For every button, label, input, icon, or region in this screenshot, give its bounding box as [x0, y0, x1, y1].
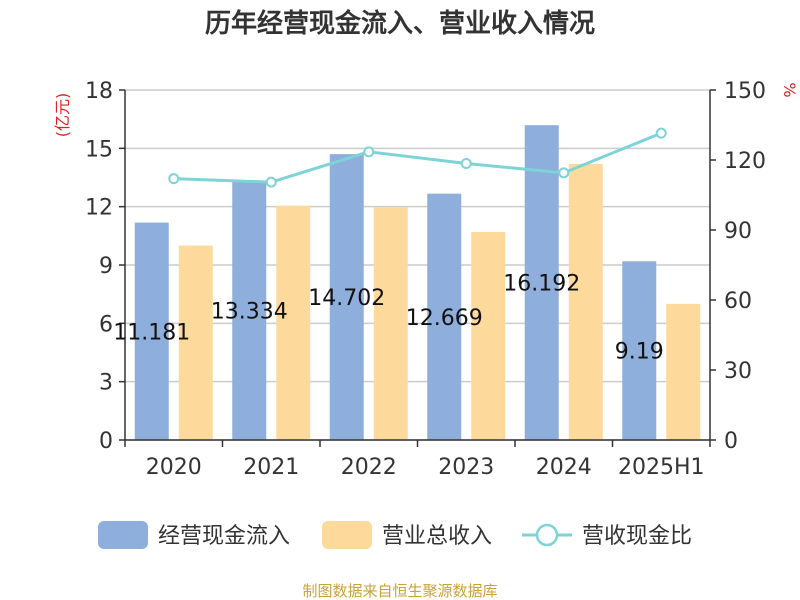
legend-swatch: [322, 521, 372, 549]
y-right-tick-label: 30: [724, 359, 752, 384]
ratio-point: [460, 158, 472, 169]
y-left-tick-label: 6: [99, 312, 113, 337]
y-right-tick-label: 60: [724, 289, 752, 314]
axes: 0 3 6 9 12 15 18 0 30 60 90 120 150 (亿元)% 2020 2021 2022…: [53, 79, 799, 480]
bar-revenue: [178, 245, 213, 440]
bar-revenue: [568, 163, 603, 440]
source-note: 制图数据来自恒生聚源数据库: [302, 582, 497, 600]
y-left-tick-label: 15: [85, 137, 113, 162]
x-tick-label: 2022: [341, 455, 397, 480]
grid: [125, 89, 710, 441]
legend: 经营现金流入 营业总收入 营收现金比: [98, 521, 692, 549]
y-right-tick-label: 90: [724, 219, 752, 244]
bar-data-label: 9.19: [615, 340, 664, 365]
bar-cash-inflow: [134, 222, 169, 440]
bar-data-label: 12.669: [406, 306, 483, 331]
legend-label: 营业总收入: [382, 524, 492, 549]
y-right-tick-label: 120: [724, 149, 766, 174]
bar-cash-inflow: [524, 125, 559, 441]
bar-revenue: [471, 231, 506, 440]
bar-data-label: 13.334: [211, 299, 288, 324]
bar-cash-inflow: [329, 154, 364, 440]
ratio-point: [655, 127, 667, 139]
bar-cash-inflow: [622, 261, 657, 440]
y-left-tick-label: 0: [99, 429, 113, 454]
bar-revenue: [373, 207, 408, 440]
bar-revenue: [666, 303, 701, 440]
bars: [134, 125, 701, 441]
chart-title: 历年经营现金流入、营业收入情况: [205, 8, 595, 39]
y-left-unit: (亿元): [53, 93, 72, 138]
legend-label: 营收现金比: [582, 524, 692, 549]
y-right-unit: %: [780, 82, 799, 97]
ratio-line-path: [173, 131, 662, 184]
bar-data-label: 16.192: [503, 272, 580, 297]
ratio-point: [168, 173, 180, 185]
bar-revenue: [276, 205, 311, 440]
ratio-point: [265, 176, 277, 188]
ratio-line: [168, 127, 667, 188]
y-left-tick-label: 3: [99, 371, 113, 396]
legend-label: 经营现金流入: [158, 524, 290, 549]
legend-marker: [535, 523, 559, 547]
x-tick-label: 2021: [243, 455, 299, 480]
ratio-point: [363, 146, 375, 158]
ratio-point: [558, 167, 570, 179]
data-labels: 11.181 13.334 14.702 12.669 16.192 9.19: [113, 272, 663, 365]
y-left-tick-label: 9: [99, 254, 113, 279]
y-right-tick-label: 150: [724, 79, 766, 104]
x-tick-label: 2024: [536, 455, 592, 480]
y-left-tick-label: 18: [85, 79, 113, 104]
legend-swatch: [98, 521, 148, 549]
bar-data-label: 14.702: [308, 286, 385, 311]
bar-cash-inflow: [427, 193, 462, 440]
x-tick-label: 2020: [146, 455, 202, 480]
bar-data-label: 11.181: [113, 320, 190, 345]
x-tick-label: 2025H1: [618, 455, 705, 480]
x-tick-label: 2023: [438, 455, 494, 480]
y-left-tick-label: 12: [85, 196, 113, 221]
bar-cash-inflow: [232, 180, 267, 440]
y-right-tick-label: 0: [724, 429, 738, 454]
